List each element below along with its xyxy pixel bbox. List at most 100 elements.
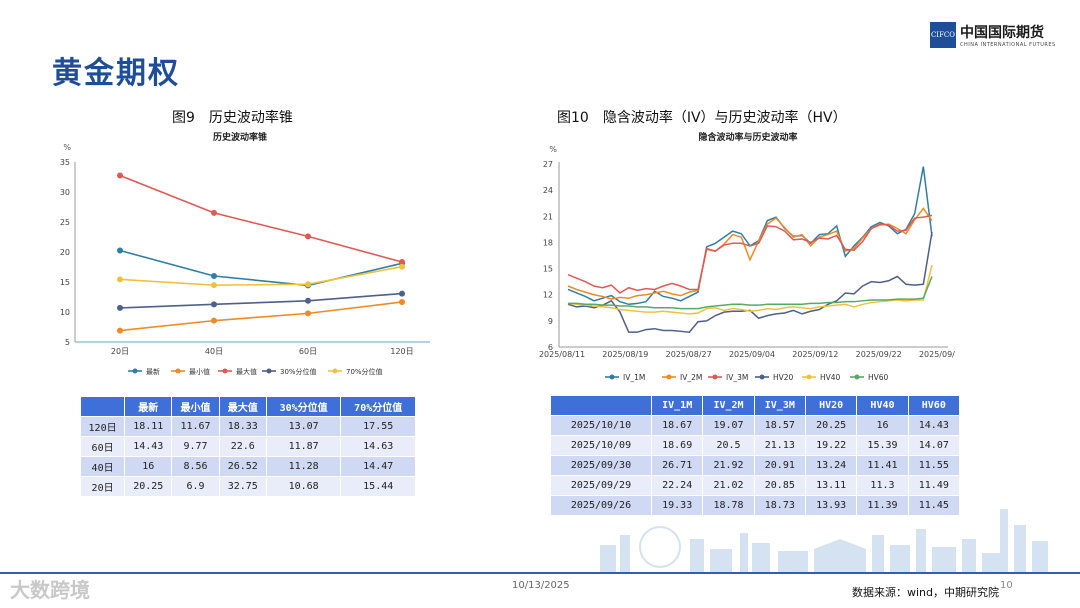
table-cell: 18.33 [218, 416, 267, 437]
data-point [399, 263, 405, 270]
legend-marker [759, 374, 765, 380]
data-point [399, 298, 405, 305]
table-row: 120日 18.11 11.67 18.33 13.07 17.55 [79, 416, 416, 437]
table-cell: 16 [856, 415, 909, 436]
x-tick-label: 2025/08/19 [602, 350, 648, 359]
data-point [399, 259, 405, 266]
table-row: 2025/10/10 18.67 19.07 18.57 20.25 16 14.43 [550, 415, 961, 436]
legend-marker [854, 374, 860, 380]
data-point [305, 297, 311, 304]
table-cell: 11.87 [265, 436, 342, 457]
x-tick-label: 2025/08/27 [666, 350, 712, 359]
x-tick-label: 2025/09/04 [729, 350, 775, 359]
table-cell: 18.78 [702, 495, 755, 516]
table-cell: 20.25 [124, 476, 173, 497]
x-tick-label: 2025/09/30 [919, 350, 955, 359]
table-cell: 11.45 [907, 495, 961, 516]
table-header-cell: HV60 [907, 395, 961, 416]
x-tick-label: 20日 [111, 347, 129, 356]
table-cell: 10.68 [265, 476, 342, 497]
table-cell: 8.56 [171, 456, 220, 477]
table-cell: 60日 [79, 436, 126, 457]
table-cell: 11.49 [907, 475, 961, 496]
table-cell: 2025/09/30 [550, 455, 652, 476]
data-point [399, 290, 405, 297]
legend-label: 最大值 [236, 367, 257, 376]
x-tick-label: 2025/09/22 [856, 350, 902, 359]
data-point [211, 301, 217, 308]
y-tick-label: 12 [543, 291, 553, 300]
legend-marker [175, 368, 181, 374]
table-cell: 14.63 [340, 436, 416, 457]
table-cell: 2025/10/10 [550, 415, 652, 436]
series-line [567, 166, 933, 306]
x-tick-label: 2025/08/11 [539, 350, 585, 359]
data-point [211, 282, 217, 289]
logo-mark: CIFCO [930, 22, 956, 48]
table-cell: 120日 [79, 416, 126, 437]
table-cell: 20.85 [753, 475, 806, 496]
table-cell: 40日 [79, 456, 126, 477]
table-cell: 20日 [79, 476, 126, 497]
table-cell: 14.43 [907, 415, 961, 436]
legend-marker [222, 368, 228, 374]
x-tick-label: 60日 [299, 347, 317, 356]
table-row: 2025/10/09 18.69 20.5 21.13 19.22 15.39 14.07 [550, 435, 961, 456]
legend-label: 最新 [146, 367, 160, 376]
table-header-cell: 最大值 [218, 396, 267, 417]
table-cell: 18.11 [124, 416, 173, 437]
data-point [211, 209, 217, 216]
y-tick-label: 15 [60, 278, 70, 287]
legend-label: 70%分位值 [346, 367, 383, 376]
page-number: 10 [1000, 580, 1013, 591]
x-tick-label: 40日 [205, 347, 223, 356]
hv-cone-table: 最新 最小值 最大值 30%分位值 70%分位值 120日 18.11 11.67 18.33… [79, 396, 416, 497]
table-header-cell: 最新 [124, 396, 173, 417]
legend-label: IV_1M [623, 373, 645, 382]
table-row: 2025/09/26 19.33 18.78 18.73 13.93 11.39 11.45 [550, 495, 961, 516]
table-cell: 18.69 [650, 435, 704, 456]
company-logo: CIFCO 中国国际期货 CHINA INTERNATIONAL FUTURES [930, 22, 1056, 48]
table-cell: 19.07 [702, 415, 755, 436]
footer-source: 数据来源：wind，中期研究院 [852, 586, 1000, 599]
table-cell: 2025/09/29 [550, 475, 652, 496]
table-header-cell [79, 396, 126, 417]
y-tick-label: 27 [543, 160, 553, 169]
data-point [117, 327, 123, 334]
legend-label: HV40 [820, 373, 841, 382]
table-header-cell: 30%分位值 [265, 396, 342, 417]
x-tick-label: 2025/09/12 [792, 350, 838, 359]
y-unit-label: % [63, 143, 71, 152]
table-header-cell: IV_3M [753, 395, 806, 416]
watermark: 大数跨境 [10, 578, 90, 602]
data-point [305, 310, 311, 317]
table-cell: 2025/10/09 [550, 435, 652, 456]
table-cell: 13.24 [804, 455, 858, 476]
y-tick-label: 5 [65, 338, 70, 347]
y-tick-label: 9 [548, 317, 553, 326]
table-cell: 13.11 [804, 475, 858, 496]
y-tick-label: 18 [543, 238, 553, 247]
table-cell: 21.92 [702, 455, 755, 476]
y-tick-label: 24 [543, 186, 553, 195]
fig9-caption: 图9 历史波动率锥 [172, 110, 293, 126]
table-cell: 21.02 [702, 475, 755, 496]
y-tick-label: 21 [543, 212, 553, 221]
legend-marker [609, 374, 615, 380]
series-line [567, 231, 933, 333]
iv-hv-table: IV_1M IV_2M IV_3M HV20 HV40 HV60 2025/10/10 18… [550, 395, 961, 516]
table-cell: 18.67 [650, 415, 704, 436]
table-cell: 32.75 [218, 476, 267, 497]
table-cell: 14.07 [907, 435, 961, 456]
table-cell: 21.13 [753, 435, 806, 456]
table-cell: 16 [124, 456, 173, 477]
data-point [117, 247, 123, 254]
legend-label: 最小值 [189, 367, 210, 376]
chart-title: 隐含波动率与历史波动率 [698, 131, 797, 143]
table-cell: 20.91 [753, 455, 806, 476]
table-cell: 18.57 [753, 415, 806, 436]
table-cell: 9.77 [171, 436, 220, 457]
series-line [567, 207, 933, 300]
table-cell: 13.93 [804, 495, 858, 516]
